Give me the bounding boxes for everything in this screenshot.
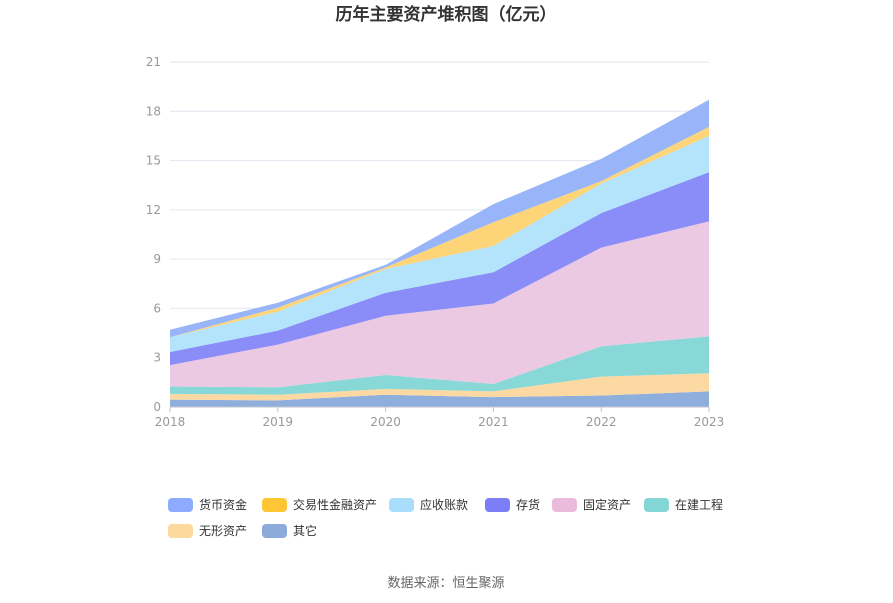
legend-swatch xyxy=(485,498,510,512)
legend-swatch xyxy=(552,498,577,512)
y-tick-label: 12 xyxy=(146,203,161,217)
legend-label: 交易性金融资产 xyxy=(293,497,377,512)
legend-swatch xyxy=(168,524,193,538)
y-tick-label: 15 xyxy=(146,154,161,168)
x-tick-label: 2018 xyxy=(155,415,186,429)
y-tick-label: 9 xyxy=(153,252,161,266)
legend-swatch xyxy=(262,524,287,538)
legend-label: 存货 xyxy=(516,497,540,512)
y-axis-ticks: 0 3 6 9 12 15 18 21 xyxy=(146,55,161,414)
legend-swatch xyxy=(262,498,287,512)
y-tick-label: 21 xyxy=(146,55,161,69)
x-tick-label: 2019 xyxy=(263,415,294,429)
legend-swatch xyxy=(389,498,414,512)
source-note: 数据来源：恒生聚源 xyxy=(387,576,504,591)
area-series xyxy=(170,99,709,407)
area-series-5 xyxy=(170,135,709,352)
legend-label: 其它 xyxy=(293,523,317,538)
x-axis-ticks: 2018 2019 2020 2021 2022 2023 xyxy=(155,406,725,429)
area-series-4 xyxy=(170,172,709,366)
area-series-3 xyxy=(170,221,709,388)
x-tick-label: 2021 xyxy=(478,415,509,429)
y-tick-label: 0 xyxy=(153,400,161,414)
legend-label: 应收账款 xyxy=(420,497,468,512)
x-tick-label: 2022 xyxy=(586,415,617,429)
area-series-1 xyxy=(170,373,709,401)
legend-swatch xyxy=(168,498,193,512)
area-series-0 xyxy=(170,391,709,407)
y-tick-label: 6 xyxy=(153,301,161,315)
x-tick-label: 2023 xyxy=(694,415,725,429)
legend-label: 货币资金 xyxy=(199,497,247,512)
y-tick-label: 18 xyxy=(146,104,161,118)
x-tick-label: 2020 xyxy=(370,415,401,429)
legend-swatch xyxy=(644,498,669,512)
chart-title: 历年主要资产堆积图（亿元） xyxy=(336,4,557,25)
area-series-2 xyxy=(170,336,709,395)
legend-label: 固定资产 xyxy=(583,497,631,512)
y-tick-label: 3 xyxy=(153,351,161,365)
legend-label: 在建工程 xyxy=(675,497,723,512)
legend-label: 无形资产 xyxy=(199,524,247,538)
